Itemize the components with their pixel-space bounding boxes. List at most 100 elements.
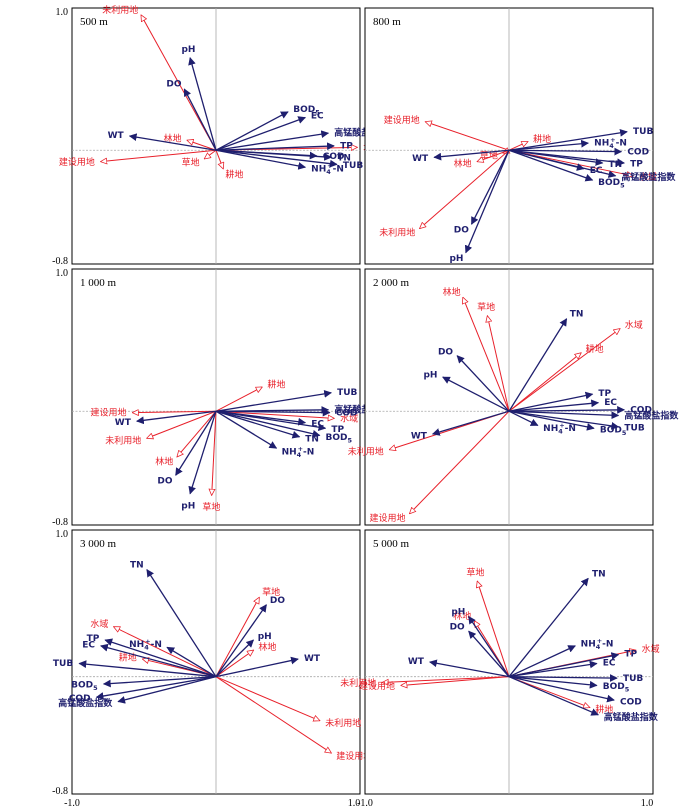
variable-label-bod5: BOD5 bbox=[600, 425, 627, 437]
variable-arrow-tub bbox=[508, 674, 618, 682]
variable-arrow-ph bbox=[188, 57, 217, 151]
variable-label-cod: COD bbox=[323, 152, 345, 162]
land-use-arrow-label bbox=[215, 410, 334, 418]
variable-label-ph: pH bbox=[258, 632, 272, 642]
variable-arrow-wt bbox=[429, 659, 510, 678]
panels-group: 500 m1.0-0.8未利用地林地建设用地水域草地耕地pHDOWTBOD5EC… bbox=[52, 4, 679, 809]
variable-arrow-nh4-n bbox=[508, 645, 576, 678]
variable-arrow-tp bbox=[508, 391, 594, 412]
variable-label-nh4-n: NH4+-N bbox=[282, 445, 315, 459]
land-use-arrow-label bbox=[212, 411, 217, 495]
panel-1-000-m: 1 000 m1.0-0.8耕地建设用地水域未利用地林地草地TUB高锰酸盐指数C… bbox=[52, 268, 389, 528]
land-use-label-label: 耕地 bbox=[586, 343, 604, 355]
variable-arrow-tn bbox=[508, 577, 589, 678]
land-use-arrow-label bbox=[410, 410, 510, 513]
variable-label-bod5: BOD5 bbox=[598, 178, 625, 190]
variable-arrow-ec bbox=[508, 660, 598, 678]
land-use-arrow-label bbox=[477, 581, 510, 677]
land-use-label-label: 水域 bbox=[642, 643, 660, 655]
variable-label-tn: TN bbox=[130, 561, 144, 571]
variable-arrow-tub bbox=[78, 660, 217, 678]
variable-label-tub: TUB bbox=[337, 388, 357, 398]
panel-title: 1 000 m bbox=[80, 277, 117, 289]
variable-arrow-bod5 bbox=[215, 410, 321, 438]
variable-arrow-bod5 bbox=[102, 676, 217, 688]
land-use-label-label: 未利用地 bbox=[348, 445, 384, 457]
land-use-label-label: 建设用地 bbox=[384, 114, 420, 126]
land-use-label-label: 未利用地 bbox=[379, 226, 415, 238]
land-use-label-label: 草地 bbox=[477, 301, 495, 313]
land-use-label-label: 林地 bbox=[164, 132, 182, 144]
land-use-arrow-label bbox=[463, 297, 510, 412]
land-use-arrow-label bbox=[215, 676, 331, 753]
variable-arrow-tub bbox=[215, 389, 332, 412]
variable-arrow-ec bbox=[215, 116, 307, 151]
variable-label-label: 高锰酸盐指数 bbox=[624, 410, 679, 422]
panel-800-m: 800 m建设用地耕地草地林地未利用地水域TUBNH4+-NCODTPTNECB… bbox=[364, 7, 676, 265]
variable-arrow-do bbox=[215, 604, 267, 678]
land-use-label-label: 建设用地 bbox=[59, 156, 95, 168]
variable-label-tub: TUB bbox=[343, 161, 363, 171]
land-use-label-label: 水域 bbox=[625, 319, 643, 331]
variable-label-wt: WT bbox=[115, 418, 132, 428]
variable-label-cod: COD bbox=[69, 694, 91, 704]
land-use-arrow-label bbox=[215, 676, 320, 721]
land-use-label-label: 草地 bbox=[202, 501, 220, 513]
variable-arrow-nh4-n bbox=[215, 410, 278, 449]
land-use-arrow-label bbox=[215, 387, 262, 412]
variable-label-do: DO bbox=[166, 80, 181, 90]
variable-label-tn: TN bbox=[337, 154, 351, 164]
land-use-arrow-label bbox=[215, 150, 223, 168]
variable-label-tn: TN bbox=[305, 435, 319, 445]
variable-arrow-ph bbox=[215, 639, 254, 678]
land-use-arrow-label bbox=[425, 122, 510, 151]
variable-label-ph: pH bbox=[181, 45, 195, 55]
land-use-label-label: 耕地 bbox=[595, 704, 613, 716]
variable-label-cod: COD bbox=[630, 406, 652, 416]
land-use-label-label: 未利用地 bbox=[325, 717, 361, 729]
variable-label-bod5: BOD5 bbox=[293, 105, 320, 117]
variable-label-cod: COD bbox=[336, 409, 358, 419]
land-use-arrow-label bbox=[114, 627, 217, 678]
variable-arrow-tub bbox=[215, 149, 338, 168]
variable-label-nh4-n: NH4+-N bbox=[129, 638, 162, 652]
variable-arrow-nh4-n bbox=[166, 646, 217, 678]
land-use-arrow-label bbox=[147, 410, 217, 438]
variable-arrow-bod5 bbox=[508, 676, 598, 689]
land-use-label-label: 耕地 bbox=[533, 133, 551, 145]
variable-arrow-cod bbox=[508, 676, 615, 703]
variable-label-label: 高锰酸盐指数 bbox=[621, 171, 676, 183]
variable-arrow-cod bbox=[95, 676, 217, 700]
variable-arrow-tp bbox=[508, 652, 620, 678]
x-tick-label-max: 1.0 bbox=[641, 798, 654, 809]
variable-arrow-ph bbox=[464, 149, 510, 254]
variable-arrow-do bbox=[470, 149, 510, 225]
variable-arrow-ec bbox=[508, 399, 600, 412]
variable-label-bod5: BOD5 bbox=[603, 682, 630, 694]
variable-label-ph: pH bbox=[449, 254, 463, 264]
variable-label-ec: EC bbox=[311, 419, 324, 429]
variable-label-do: DO bbox=[270, 596, 285, 606]
land-use-label-label: 耕地 bbox=[225, 168, 243, 180]
variable-arrow-tn bbox=[508, 318, 568, 412]
variable-label-label: 高锰酸盐指数 bbox=[58, 697, 113, 709]
land-use-arrow-label bbox=[215, 650, 253, 678]
land-use-label-label: 草地 bbox=[466, 567, 484, 579]
land-use-arrow-label bbox=[508, 329, 620, 412]
variable-arrow-wt bbox=[215, 656, 299, 678]
land-use-arrow-label bbox=[508, 142, 528, 151]
variable-label-do: DO bbox=[438, 347, 453, 357]
variable-label-ec: EC bbox=[82, 640, 95, 650]
y-tick-label-min: -0.8 bbox=[52, 786, 68, 797]
y-tick-label-max: 1.0 bbox=[56, 7, 69, 18]
variable-arrow-cod bbox=[508, 147, 623, 156]
land-use-label-label: 建设用地 bbox=[90, 407, 126, 419]
land-use-label-label: 建设用地 bbox=[336, 750, 372, 762]
variable-arrow-tn bbox=[215, 410, 301, 439]
panel-title: 2 000 m bbox=[373, 277, 410, 289]
land-use-label-label: 水域 bbox=[340, 413, 358, 425]
panel-title: 3 000 m bbox=[80, 538, 117, 550]
variable-arrow-bod5 bbox=[508, 149, 594, 182]
land-use-label-label: 未利用地 bbox=[340, 677, 376, 689]
variable-arrow-wt bbox=[433, 149, 510, 161]
